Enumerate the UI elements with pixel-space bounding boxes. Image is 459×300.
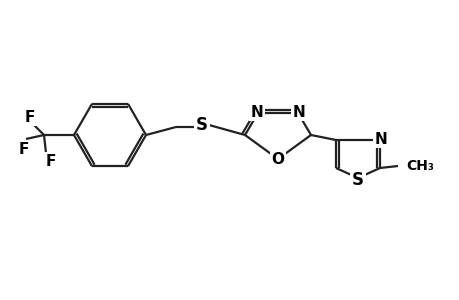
Text: CH₃: CH₃ [405,159,433,173]
Text: F: F [19,142,29,157]
Text: S: S [351,171,363,189]
Text: S: S [196,116,207,134]
Text: N: N [374,131,386,146]
Text: N: N [292,104,305,119]
Text: F: F [25,110,35,124]
Text: F: F [46,154,56,169]
Text: N: N [250,104,263,119]
Text: O: O [271,152,284,166]
